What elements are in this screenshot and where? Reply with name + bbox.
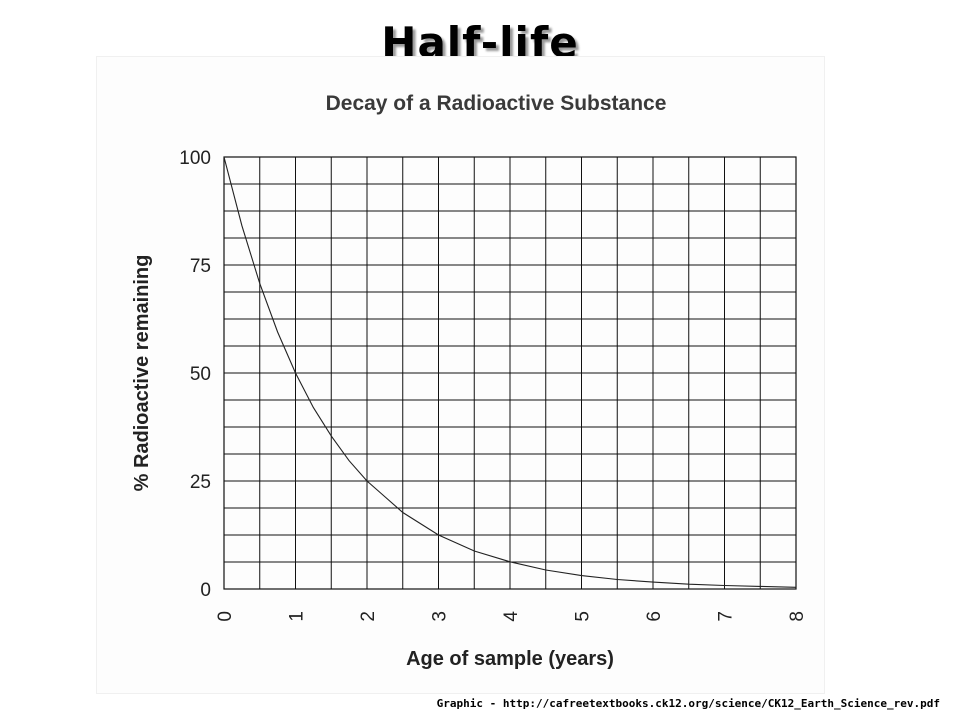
decay-curve — [223, 156, 797, 588]
image-credit: Graphic - http://cafreetextbooks.ck12.or… — [436, 697, 940, 710]
grid — [223, 156, 797, 590]
y-tick-label: 0 — [200, 580, 211, 601]
tick-labels: 0 25 50 75 100 0 1 2 3 4 5 6 7 8 — [179, 148, 808, 622]
y-tick-label: 25 — [190, 472, 211, 493]
x-tick-label: 3 — [430, 611, 451, 622]
chart-title: Decay of a Radioactive Substance — [326, 92, 667, 115]
decay-chart: Decay of a Radioactive Substance 0255075… — [131, 92, 808, 670]
x-tick-label: 7 — [716, 611, 737, 622]
y-tick-label: 75 — [190, 256, 211, 277]
x-tick-label: 1 — [287, 611, 308, 622]
x-tick-label: 2 — [358, 611, 379, 622]
x-tick-label: 6 — [644, 611, 665, 622]
x-tick-label: 4 — [501, 611, 522, 622]
x-tick-label: 0 — [215, 611, 236, 622]
x-tick-label: 5 — [573, 611, 594, 622]
y-tick-label: 50 — [190, 364, 211, 385]
plot-frame — [223, 156, 797, 590]
y-axis-label: % Radioactive remaining — [131, 255, 153, 492]
chart-panel: Decay of a Radioactive Substance 0 25 50 75… — [96, 56, 825, 694]
x-tick-label: 8 — [787, 611, 808, 622]
x-axis-label: Age of sample (years) — [406, 648, 614, 670]
y-tick-label: 100 — [179, 148, 211, 169]
